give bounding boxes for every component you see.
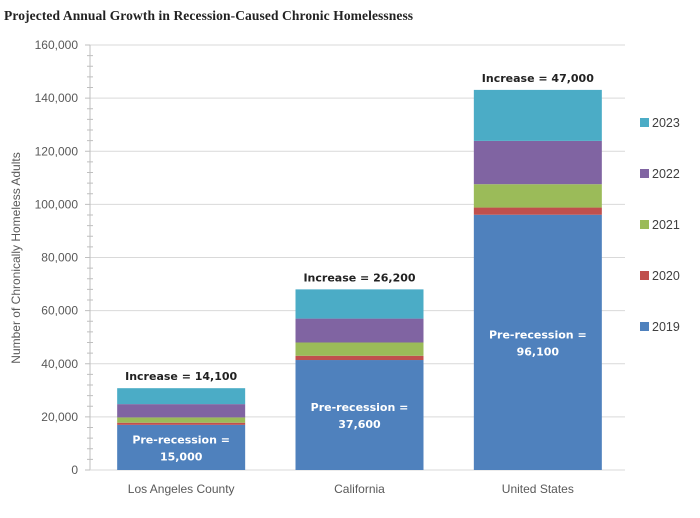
pre-recession-value: 96,100 <box>517 345 560 358</box>
bar-segment-2021 <box>295 342 424 356</box>
bar-segment-2021 <box>117 417 246 423</box>
legend-label-2023: 2023 <box>652 116 680 130</box>
bar-segment-2023 <box>295 289 424 319</box>
pre-recession-label: Pre-recession = <box>489 328 587 341</box>
legend-swatch-2020 <box>640 271 649 280</box>
legend-swatch-2021 <box>640 220 649 229</box>
y-tick-label: 120,000 <box>35 144 79 158</box>
y-axis: 0 20,000 40,000 60,000 80,000 100,000 120,000 1… <box>35 38 625 477</box>
y-tick-label: 160,000 <box>35 38 79 52</box>
y-tick-label: 80,000 <box>41 251 78 265</box>
legend-label-2022: 2022 <box>652 167 680 181</box>
bar-segment-2021 <box>473 184 602 208</box>
x-tick-label: California <box>334 482 385 496</box>
bar-segment-2019 <box>117 424 246 470</box>
y-tick-label: 0 <box>71 463 78 477</box>
increase-label: Increase = 14,100 <box>125 370 237 383</box>
bar-segment-2020 <box>473 207 602 215</box>
bar-segment-2022 <box>117 404 246 418</box>
legend-label-2021: 2021 <box>652 218 680 232</box>
x-tick-label: Los Angeles County <box>128 482 235 496</box>
legend-swatch-2022 <box>640 169 649 178</box>
y-tick-label: 60,000 <box>41 304 78 318</box>
bars <box>117 89 602 470</box>
legend-swatch-2023 <box>640 118 649 127</box>
labels: Increase = 14,100 Pre-recession = 15,000 Lo… <box>125 72 594 496</box>
legend: 2023 2022 2021 2020 2019 <box>640 116 680 334</box>
y-axis-label: Number of Chronically Homeless Adults <box>9 152 23 363</box>
pre-recession-value: 15,000 <box>160 450 203 463</box>
bar-segment-2023 <box>117 388 246 405</box>
pre-recession-value: 37,600 <box>338 418 381 431</box>
bar-segment-2022 <box>295 318 424 343</box>
y-tick-label: 20,000 <box>41 410 78 424</box>
bar-segment-2020 <box>117 422 246 425</box>
y-tick-label: 100,000 <box>35 197 79 211</box>
y-tick-label: 140,000 <box>35 91 79 105</box>
legend-swatch-2019 <box>640 322 649 331</box>
chart-title: Projected Annual Growth in Recession-Cau… <box>4 8 414 23</box>
y-tick-label: 40,000 <box>41 357 78 371</box>
pre-recession-label: Pre-recession = <box>311 401 409 414</box>
bar-segment-2019 <box>473 214 602 470</box>
bar-segment-2022 <box>473 140 602 185</box>
legend-label-2020: 2020 <box>652 269 680 283</box>
increase-label: Increase = 26,200 <box>303 271 415 284</box>
legend-label-2019: 2019 <box>652 320 680 334</box>
bar-segment-2023 <box>473 89 602 141</box>
increase-label: Increase = 47,000 <box>482 72 594 85</box>
bar-segment-2020 <box>295 355 424 361</box>
x-tick-label: United States <box>502 482 574 496</box>
bar-segment-2019 <box>295 360 424 470</box>
pre-recession-label: Pre-recession = <box>132 433 230 446</box>
